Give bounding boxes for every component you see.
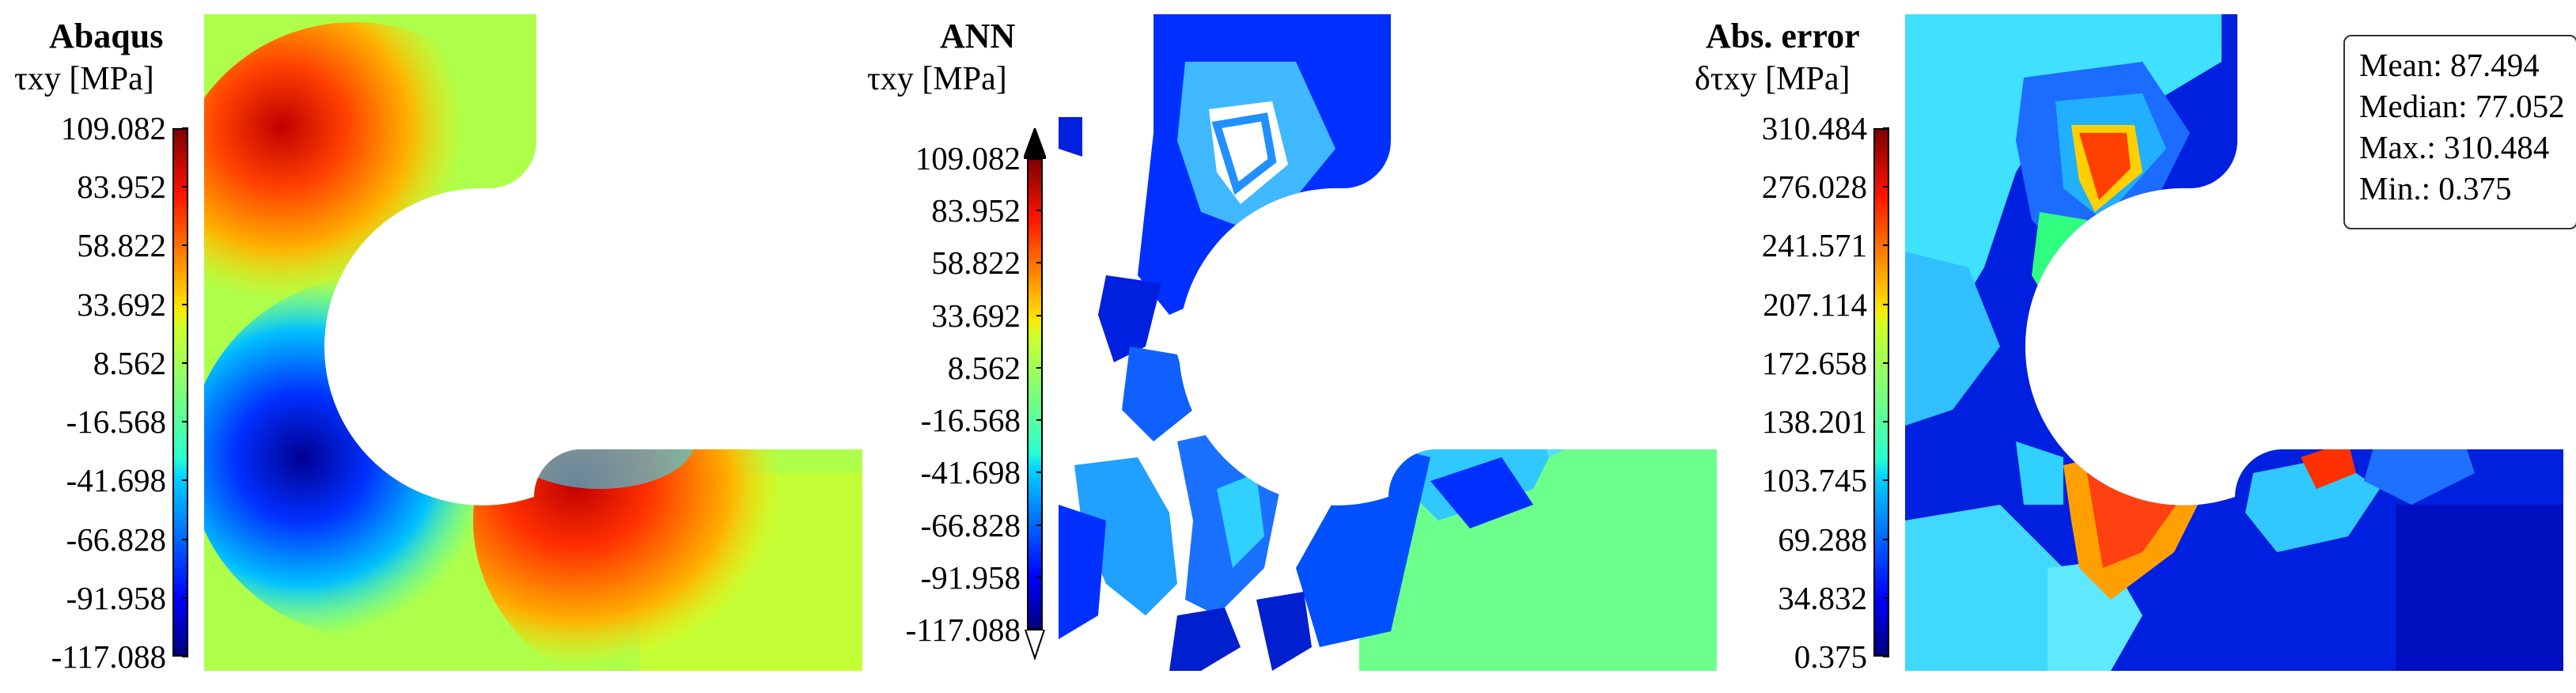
- colorbar-tick-label: 33.692: [931, 297, 1021, 334]
- colorbar-tick-label: 8.562: [947, 349, 1021, 386]
- error-stats-box: Mean: 87.494 Median: 77.052 Max.: 310.48…: [2343, 35, 2576, 229]
- colorbar-tick-label: 8.562: [93, 344, 166, 381]
- colorbar-tick-label: -66.828: [66, 521, 166, 558]
- colorbar-tick-label: -66.828: [920, 506, 1021, 543]
- quantity-label: τxy [MPa]: [14, 60, 154, 98]
- colorbar-tick-label: 109.082: [915, 140, 1021, 176]
- colorbar: [172, 128, 188, 657]
- colorbar-tick-mark: [1036, 157, 1043, 159]
- colorbar-tick-mark: [1883, 421, 1889, 423]
- panel-title: Abs. error: [1706, 17, 1860, 55]
- colorbar-tick-mark: [1036, 210, 1043, 212]
- colorbar-tick-label: 83.952: [931, 192, 1021, 229]
- colorbar-tick-label: -91.958: [920, 559, 1021, 596]
- colorbar-tick-label: 207.114: [1763, 286, 1867, 323]
- colorbar-tick-label: 103.745: [1761, 462, 1867, 499]
- colorbar-tick-label: 58.822: [77, 227, 166, 264]
- error-field: [1905, 14, 2563, 671]
- colorbar-extend-bottom: [1024, 630, 1046, 661]
- colorbar-tick-label: 33.692: [77, 286, 166, 323]
- colorbar-tick-mark: [1036, 471, 1043, 474]
- colorbar-tick-mark: [182, 656, 188, 657]
- colorbar-tick-label: 69.288: [1778, 521, 1867, 558]
- colorbar-tick-label: 83.952: [77, 169, 166, 206]
- stat-min: Min.: 0.375: [2359, 170, 2512, 206]
- colorbar-tick-mark: [182, 479, 188, 482]
- stat-median: Median: 77.052: [2359, 88, 2565, 124]
- quantity-label: δτxy [MPa]: [1695, 60, 1851, 98]
- quantity-text: τxy [MPa]: [14, 61, 154, 97]
- stress-field: [1059, 14, 1717, 671]
- colorbar-tick-mark: [1883, 244, 1889, 247]
- colorbar-tick-mark: [1883, 538, 1889, 540]
- colorbar-tick-label: 241.571: [1761, 227, 1867, 264]
- colorbar-tick-label: 172.658: [1761, 344, 1867, 381]
- colorbar-tick-label: -41.698: [66, 462, 166, 499]
- colorbar-tick-mark: [1036, 576, 1043, 578]
- colorbar-tick-mark: [182, 244, 188, 247]
- colorbar-tick-mark: [1036, 262, 1043, 264]
- quantity-text: δτxy [MPa]: [1695, 61, 1851, 97]
- colorbar-extend-top: [1024, 128, 1046, 159]
- colorbar-tick-label: 276.028: [1761, 169, 1867, 206]
- colorbar: [1027, 158, 1043, 630]
- colorbar-tick-label: 138.201: [1761, 403, 1867, 441]
- colorbar-tick-label: 109.082: [60, 110, 166, 146]
- colorbar-tick-mark: [1883, 656, 1889, 657]
- colorbar-tick-mark: [1036, 419, 1043, 422]
- colorbar-tick-mark: [1036, 314, 1043, 316]
- colorbar-tick-mark: [1883, 362, 1889, 364]
- colorbar-tick-label: 34.832: [1778, 579, 1867, 616]
- stat-mean: Mean: 87.494: [2359, 47, 2540, 83]
- panel-abaqus: Abaqus τxy [MPa] 109.082 83.952 58.822 33.6…: [0, 0, 870, 693]
- colorbar-tick-label: -41.698: [920, 454, 1021, 491]
- colorbar-tick-mark: [1883, 127, 1889, 129]
- colorbar-tick-label: 58.822: [931, 244, 1021, 282]
- colorbar-tick-label: -16.568: [920, 402, 1021, 439]
- colorbar-tick-label: -16.568: [66, 403, 166, 441]
- colorbar-tick-mark: [182, 596, 188, 599]
- colorbar-tick-label: 0.375: [1794, 638, 1867, 675]
- colorbar: [1873, 128, 1889, 657]
- colorbar-tick-mark: [1036, 629, 1043, 631]
- panel-title: ANN: [940, 17, 1016, 55]
- colorbar-tick-mark: [182, 303, 188, 305]
- colorbar-tick-mark: [1036, 524, 1043, 526]
- colorbar-tick-mark: [182, 421, 188, 423]
- colorbar-tick-mark: [1883, 303, 1889, 305]
- colorbar-tick-mark: [1036, 366, 1043, 369]
- colorbar-tick-mark: [182, 362, 188, 364]
- panel-title: Abaqus: [49, 17, 164, 55]
- panel-ann: ANN τxy [MPa] 109.082 83.952 58.822 33.692 8…: [854, 0, 1725, 693]
- colorbar-tick-mark: [1883, 479, 1889, 482]
- colorbar-tick-label: -117.088: [51, 638, 166, 675]
- quantity-text: τxy [MPa]: [867, 61, 1007, 97]
- colorbar-tick-label: 310.484: [1761, 110, 1867, 146]
- colorbar-tick-mark: [182, 538, 188, 540]
- colorbar-tick-label: -91.958: [66, 579, 166, 616]
- quantity-label: τxy [MPa]: [867, 60, 1007, 98]
- panel-abs-error: Abs. error δτxy [MPa] 310.484 276.028 241.…: [1695, 0, 2576, 693]
- stress-field: [204, 14, 862, 671]
- stat-max: Max.: 310.484: [2359, 129, 2550, 165]
- colorbar-tick-mark: [1883, 186, 1889, 188]
- colorbar-tick-mark: [182, 186, 188, 188]
- colorbar-tick-mark: [1883, 596, 1889, 599]
- colorbar-tick-mark: [182, 127, 188, 129]
- colorbar-tick-label: -117.088: [905, 612, 1021, 648]
